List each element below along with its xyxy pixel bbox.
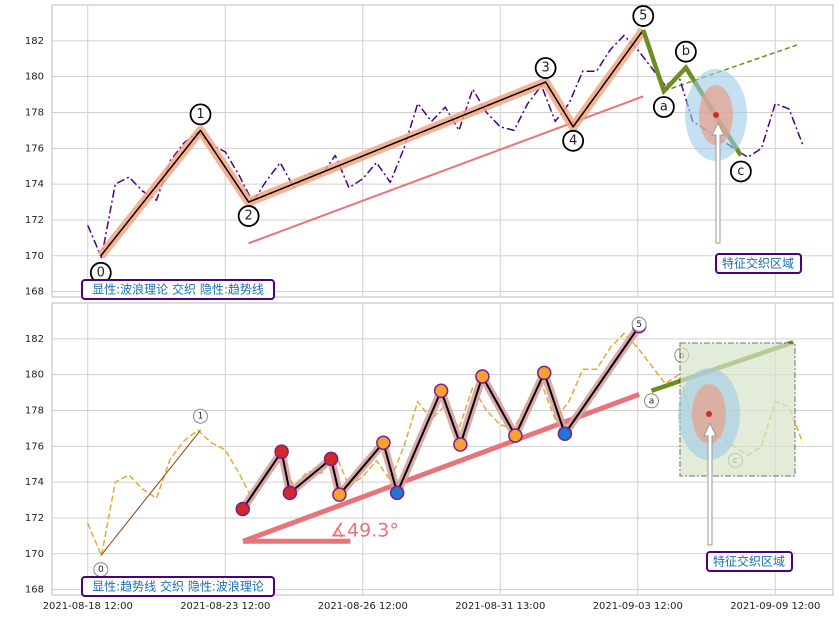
y-tick-label: 174: [25, 179, 44, 190]
y-tick-label: 180: [25, 72, 44, 83]
annotation: 显性:趋势线 交织 隐性:波浪理论: [92, 579, 264, 594]
zone-center: [706, 411, 712, 417]
x-tick-label: 2021-08-23 12:00: [180, 601, 270, 612]
wave-line: [100, 29, 644, 257]
subwave-marker: [433, 383, 449, 399]
y-tick-label: 178: [25, 107, 44, 118]
x-tick-label: 2021-09-03 12:00: [593, 601, 683, 612]
wave-label: 2: [244, 209, 252, 224]
subwave-marker: [274, 444, 289, 459]
wave-label: 0: [97, 265, 105, 280]
wave-label: c: [737, 164, 744, 179]
wave-label: 3: [541, 61, 549, 76]
wave-label-circle: [237, 205, 260, 227]
wave-label-circle: [652, 96, 675, 118]
y-tick-label: 182: [25, 36, 44, 47]
wave-label-circle: [562, 129, 585, 152]
x-tick-label: 2021-08-31 13:00: [455, 601, 545, 612]
subwave-marker: [389, 485, 405, 501]
wave-label: a: [649, 396, 655, 406]
wave-label: 1: [198, 412, 204, 422]
subwave-marker: [235, 501, 250, 517]
subwave-marker: [537, 365, 552, 381]
wave-label-circle: [632, 5, 655, 27]
subwave-line: [241, 325, 640, 510]
zone-label-box: [706, 551, 793, 572]
annotation-box: [81, 279, 275, 300]
wave-label: a: [660, 99, 668, 114]
annotation: 显性:波浪理论 交织 隐性:趋势线: [92, 282, 264, 297]
zone-label: 特征交织区域: [722, 256, 794, 271]
subwave-marker: [557, 426, 573, 442]
arrow: [703, 421, 717, 546]
x-tick-label: 2021-08-26 12:00: [318, 601, 408, 612]
wave-label: 5: [636, 320, 642, 330]
x-tick-label: 2021-09-09 12:00: [730, 601, 820, 612]
zone-center: [713, 112, 719, 118]
wave-label: 5: [639, 9, 647, 24]
subwave-marker: [508, 428, 523, 443]
wave-label: 0: [98, 565, 104, 575]
angle-label: ∡49.3°: [330, 520, 399, 542]
wave-label-circle: [729, 160, 752, 183]
y-tick-label: 178: [25, 405, 44, 416]
annotation-box: [81, 576, 275, 597]
wave-label-circle: [189, 103, 212, 126]
wave-label: 4: [569, 133, 577, 148]
y-tick-label: 172: [25, 215, 44, 226]
arrow: [711, 121, 725, 244]
subwave-marker: [376, 435, 391, 450]
wave-line: [100, 429, 201, 556]
y-tick-label: 170: [25, 251, 44, 262]
subwave-marker: [332, 487, 347, 502]
y-tick-label: 168: [25, 585, 44, 596]
y-tick-label: 168: [25, 287, 44, 298]
subwave-marker: [475, 369, 490, 384]
wave-label-circle: [631, 316, 647, 332]
subwave-marker: [282, 485, 298, 501]
y-tick-label: 174: [25, 477, 44, 488]
wave-label: 1: [196, 107, 204, 122]
wave-label-circle: [644, 393, 659, 409]
wave-label-circle: [193, 408, 208, 424]
x-tick-label: 2021-08-18 12:00: [43, 601, 133, 612]
subwave-marker: [453, 437, 468, 452]
price-line: [87, 34, 804, 259]
wave-label-circle: [534, 57, 557, 79]
wave-label: b: [682, 44, 690, 59]
y-tick-label: 182: [25, 334, 44, 345]
y-tick-label: 180: [25, 370, 44, 381]
y-tick-label: 176: [25, 441, 44, 452]
subwave-marker: [323, 451, 339, 467]
zone-label: 特征交织区域: [713, 554, 785, 569]
y-tick-label: 172: [25, 513, 44, 524]
wave-label-circle: [674, 40, 697, 63]
zone-label-box: [715, 253, 802, 274]
y-tick-label: 176: [25, 143, 44, 154]
y-tick-label: 170: [25, 549, 44, 560]
